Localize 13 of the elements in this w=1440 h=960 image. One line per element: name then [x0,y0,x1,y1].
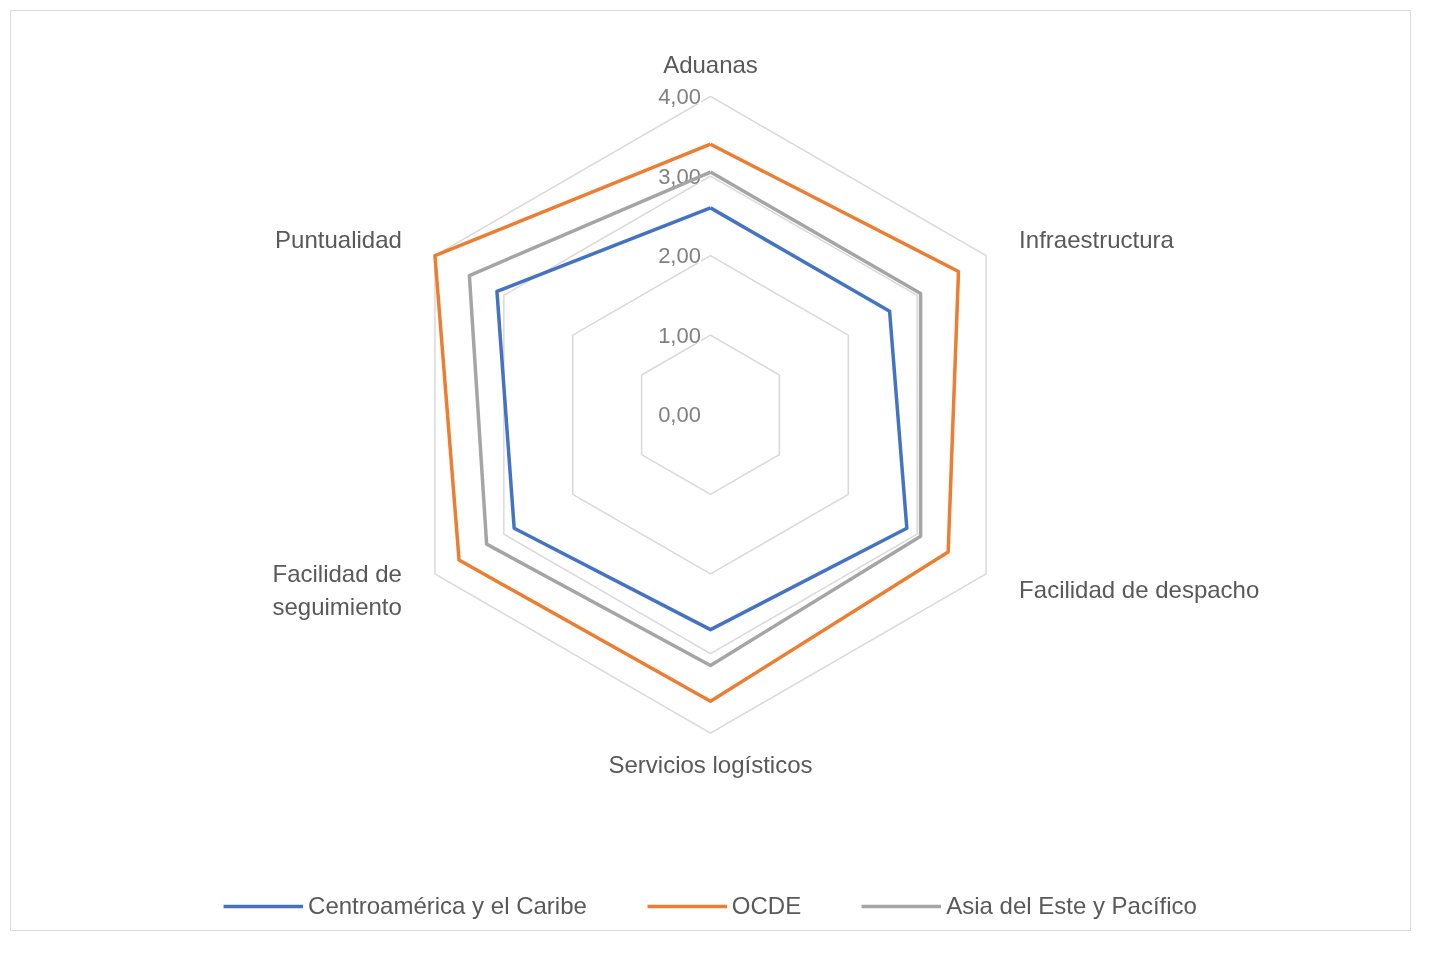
spoke-label: Facilidad de despacho [1019,576,1260,604]
spoke-label: Puntualidad [275,226,402,254]
legend-label: OCDE [731,892,802,920]
y-tick-label: 1,00 [658,322,701,348]
spoke-label: Infraestructura [1019,226,1175,254]
legend-label: Centroamérica y el Caribe [308,892,587,920]
y-tick-label: 4,00 [658,83,701,109]
legend-label: Asia del Este y Pacífico [946,892,1197,920]
y-tick-label: 2,00 [658,243,701,269]
spoke-label: Servicios logísticos [608,751,813,779]
spoke-label: Facilidad de seguimiento [272,560,402,620]
y-tick-label: 0,00 [658,402,701,428]
spoke-label: Aduanas [663,51,758,79]
